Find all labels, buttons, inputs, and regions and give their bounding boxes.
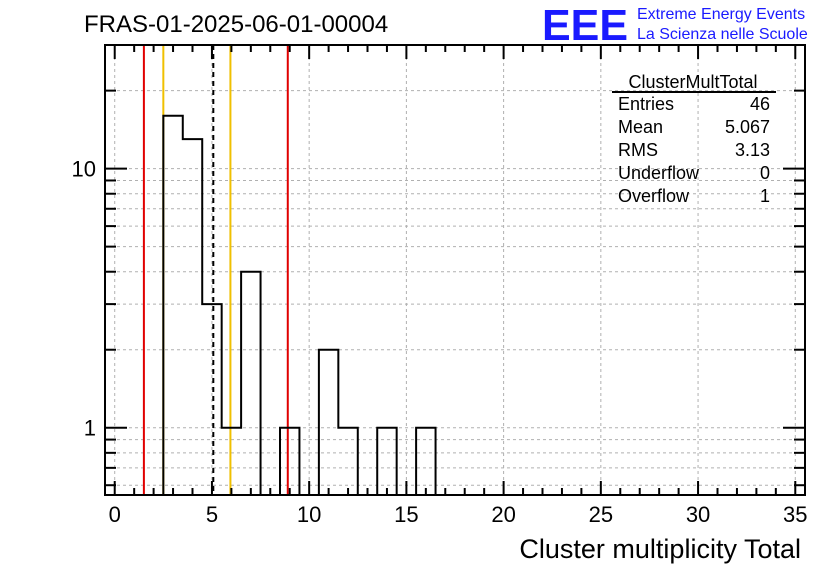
stats-row-value: 0 — [760, 163, 770, 183]
x-tick-label: 5 — [206, 502, 218, 527]
stats-row-value: 3.13 — [735, 140, 770, 160]
stats-row-value: 46 — [750, 94, 770, 114]
x-tick-label: 35 — [783, 502, 807, 527]
logo-line-2: La Scienza nelle Scuole — [637, 26, 808, 43]
eee-logo-text: EEE — [542, 1, 628, 50]
stats-row-label: Overflow — [618, 186, 690, 206]
stats-row-label: Underflow — [618, 163, 700, 183]
stats-row-value: 1 — [760, 186, 770, 206]
histogram-series — [162, 114, 437, 496]
stats-row-label: Entries — [618, 94, 674, 114]
x-tick-label: 25 — [589, 502, 613, 527]
plot-frame — [104, 44, 806, 496]
y-tick-label: 1 — [84, 416, 96, 441]
stats-row-label: RMS — [618, 140, 658, 160]
x-tick-label: 30 — [686, 502, 710, 527]
grid — [105, 45, 805, 495]
x-tick-label: 0 — [109, 502, 121, 527]
x-axis-label: Cluster multiplicity Total — [519, 534, 801, 564]
logo-line-1: Extreme Energy Events — [637, 6, 805, 23]
x-tick-label: 15 — [394, 502, 418, 527]
y-tick-label: 10 — [72, 157, 96, 182]
stats-title: ClusterMultTotal — [628, 72, 757, 92]
run-title: FRAS-01-2025-06-01-00004 — [84, 11, 388, 38]
eee-logo: EEE Extreme Energy Events La Scienza nel… — [542, 1, 808, 50]
stats-row-value: 5.067 — [725, 117, 770, 137]
x-tick-label: 20 — [491, 502, 515, 527]
stats-row-label: Mean — [618, 117, 663, 137]
axis-ticks — [105, 45, 805, 495]
stats-box: ClusterMultTotal Entries 46 Mean 5.067 RMS 3.… — [612, 72, 776, 206]
histogram-outline — [162, 114, 437, 496]
x-tick-label: 10 — [297, 502, 321, 527]
